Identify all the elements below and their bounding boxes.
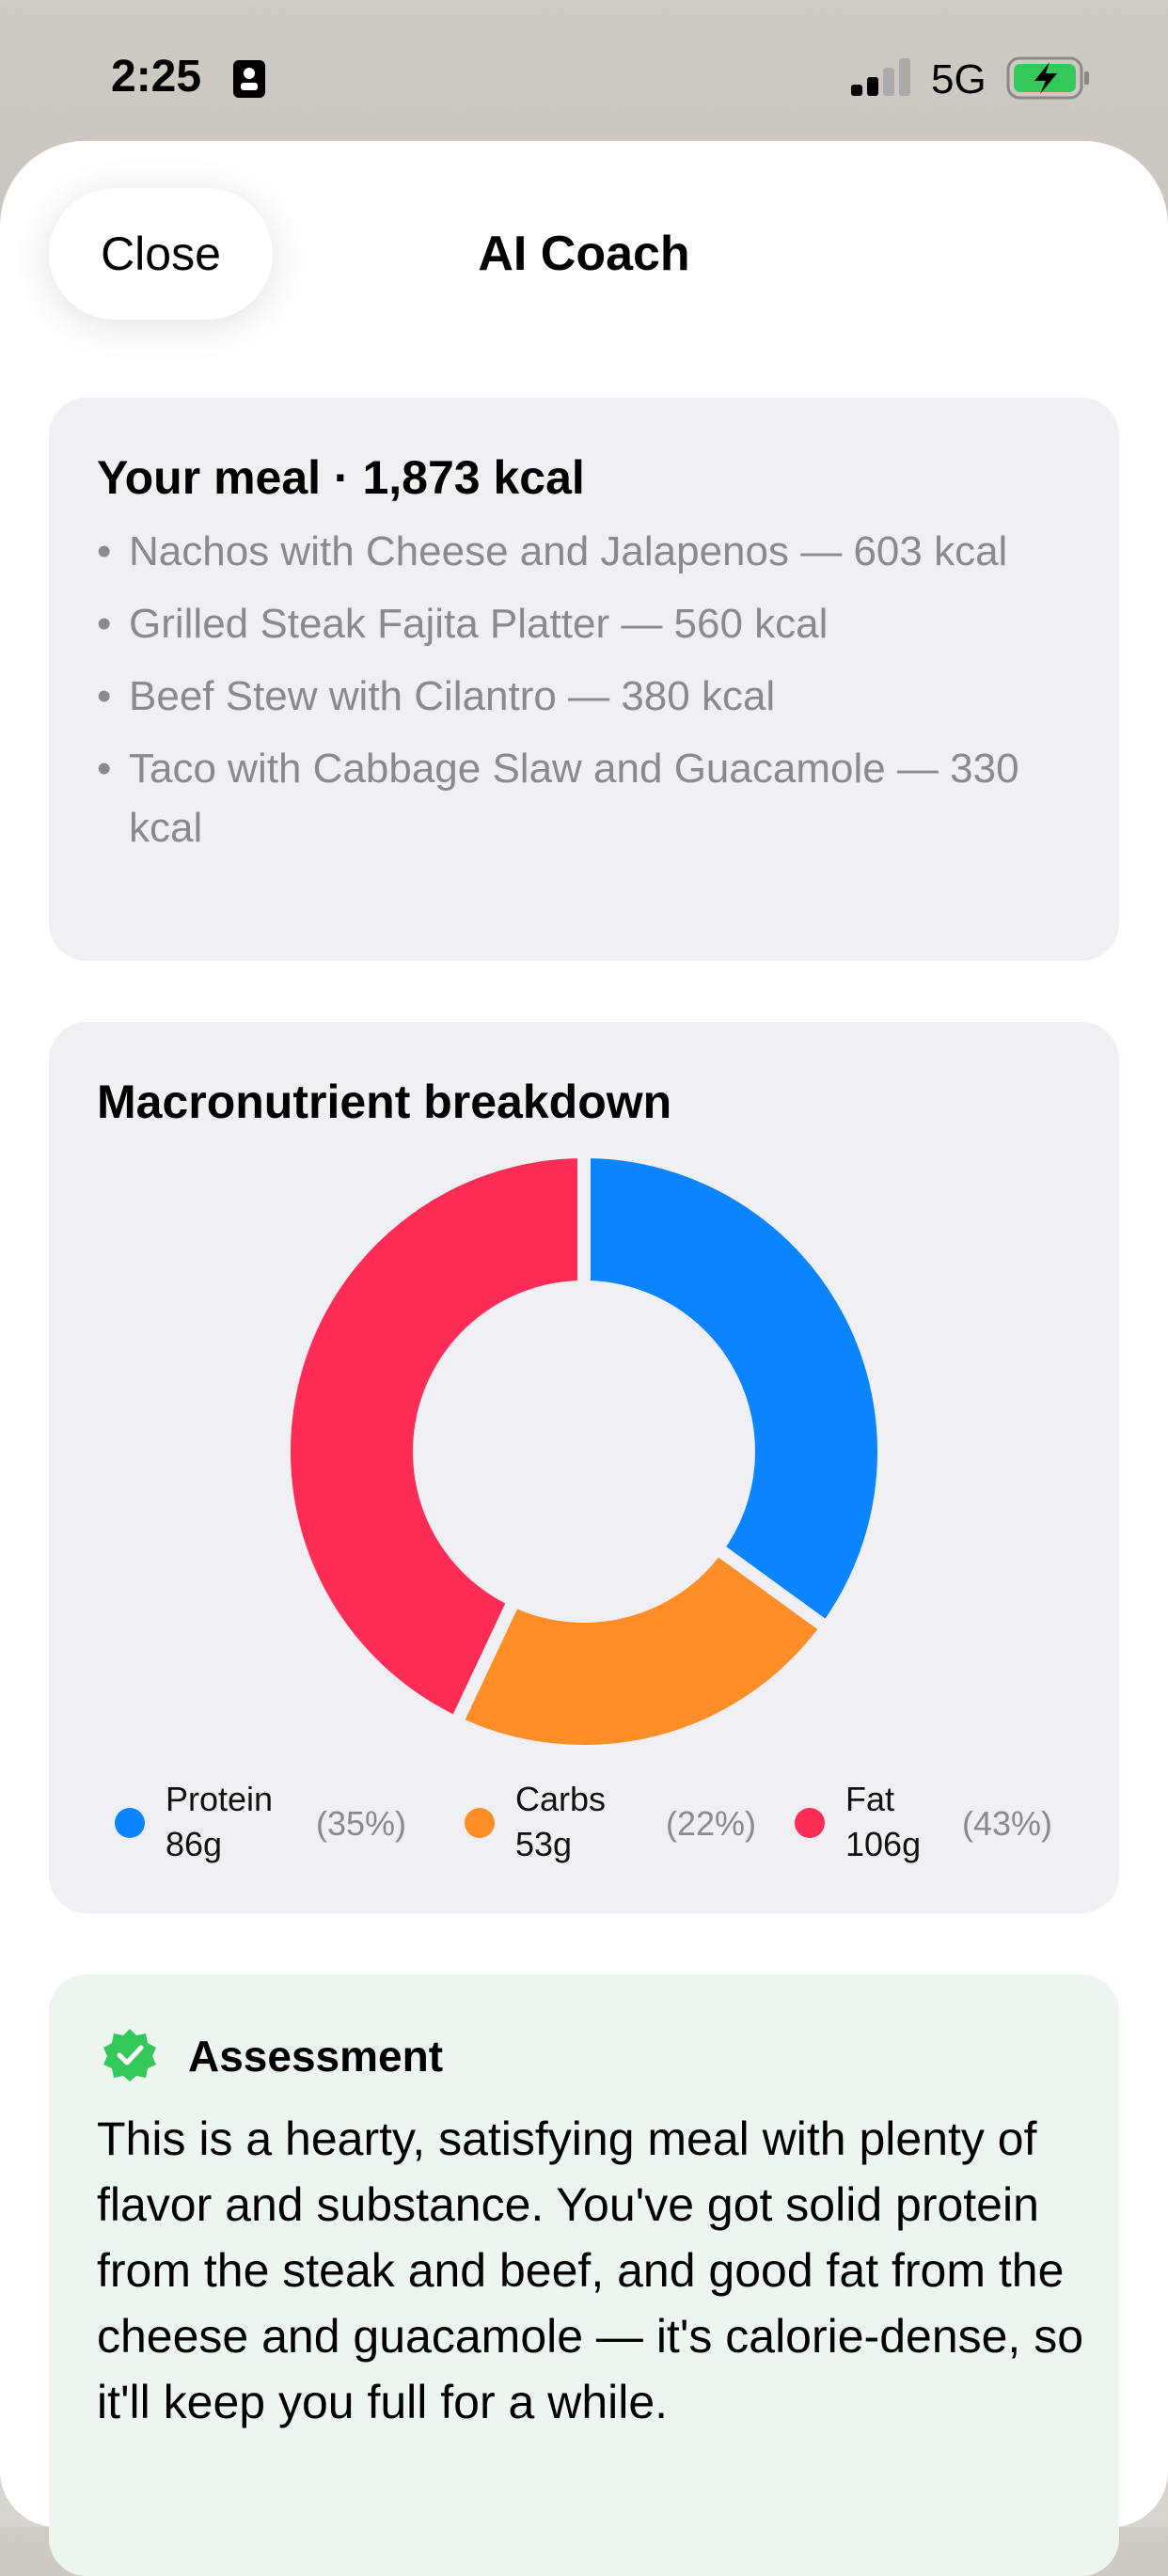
status-icon — [233, 60, 265, 98]
meal-item: Grilled Steak Fajita Platter — 560 kcal — [97, 594, 1037, 653]
legend-dot — [465, 1808, 495, 1838]
donut-chart — [277, 1145, 891, 1758]
meal-items: Nachos with Cheese and Jalapenos — 603 k… — [97, 522, 1037, 871]
battery-icon — [1006, 56, 1089, 100]
donut-segment — [277, 1145, 591, 1730]
assessment-text: This is a hearty, satisfying meal with p… — [97, 2113, 1084, 2428]
legend-amount: 86g — [166, 1825, 223, 1863]
check-badge — [103, 2029, 156, 2081]
legend-amount: 53g — [515, 1825, 573, 1863]
legend-amount: 106g — [845, 1825, 922, 1863]
donut-segment — [450, 1541, 834, 1758]
legend-percent: (43%) — [962, 1804, 1053, 1843]
legend-name: Protein — [166, 1780, 274, 1818]
legend-dot — [115, 1808, 145, 1838]
legend-percent: (22%) — [666, 1804, 757, 1843]
donut-segment — [577, 1145, 891, 1635]
assessment-title: Assessment — [188, 2032, 444, 2081]
network-label: 5G — [931, 56, 986, 102]
legend-percent: (35%) — [316, 1804, 407, 1843]
status-time: 2:25 — [111, 52, 202, 102]
signal-icon — [851, 58, 910, 96]
chart-card: Macronutrient breakdown Protein 86g (35%) C… — [49, 1022, 1119, 1913]
meal-item: Nachos with Cheese and Jalapenos — 603 k… — [97, 522, 1037, 581]
assessment-card: Assessment This is a hearty, satisfying … — [49, 1974, 1119, 2576]
meal-card: Your meal · 1,873 kcal Nachos with Chees… — [49, 398, 1119, 961]
legend-name: Carbs — [515, 1780, 607, 1818]
meal-item: Taco with Cabbage Slaw and Guacamole — 3… — [97, 739, 1037, 857]
close-button[interactable]: Close — [49, 188, 273, 320]
legend-name: Fat — [845, 1780, 895, 1818]
legend-dot — [795, 1808, 825, 1838]
meal-heading: Your meal · 1,873 kcal — [97, 451, 585, 504]
chart-title: Macronutrient breakdown — [97, 1076, 672, 1128]
page-title: AI Coach — [478, 227, 690, 281]
meal-item: Beef Stew with Cilantro — 380 kcal — [97, 667, 1037, 726]
